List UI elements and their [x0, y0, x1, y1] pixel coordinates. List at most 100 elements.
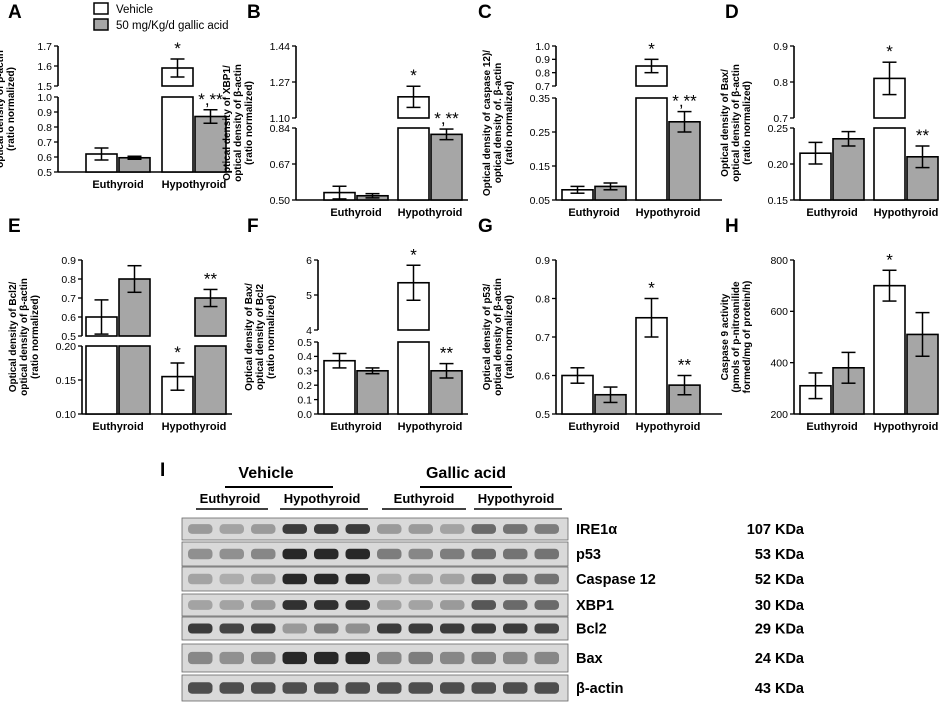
blot-band: [503, 524, 528, 534]
blot-band: [282, 682, 307, 694]
y-tick-label: 1.7: [37, 41, 52, 53]
y-tick-label: 1.10: [270, 113, 291, 125]
legend-swatch-vehicle: [93, 2, 109, 15]
blot-band: [345, 573, 370, 585]
blot-group-header: Vehicle: [238, 465, 293, 482]
bar-lower: [873, 127, 906, 201]
blot-band: [440, 682, 465, 694]
blot-subgroup-header: Hypothyroid: [284, 491, 361, 506]
blot-band: [534, 548, 559, 560]
bar-break: [118, 337, 151, 345]
blot-band: [314, 600, 339, 610]
blot-band: [219, 573, 244, 585]
blot-size-label: 30 KDa: [755, 598, 805, 614]
blot-band: [377, 600, 402, 610]
bar-lower: [194, 345, 227, 415]
chart-panel-h: 200 400 600 800 H Caspase 9 activity (pmols of…: [720, 216, 939, 433]
blot-band: [471, 573, 496, 585]
y-tick-label: 0.05: [530, 195, 551, 207]
blot-band: [471, 548, 496, 560]
blot-band: [188, 682, 213, 694]
legend-swatch-gallic: [93, 18, 109, 31]
significance-mark: *: [886, 42, 893, 61]
blot-band: [471, 623, 496, 634]
significance-mark: *,**: [672, 92, 697, 111]
blot-band: [251, 682, 276, 694]
y-axis-label: (ratio normalized): [244, 81, 255, 165]
significance-mark: **: [204, 269, 218, 288]
blot-subgroup-header: Euthyroid: [200, 491, 261, 506]
blot-band: [188, 600, 213, 610]
blot-band: [345, 651, 370, 665]
y-tick-label: 0.8: [535, 293, 550, 305]
blot-band: [534, 623, 559, 634]
blot-band: [282, 524, 307, 534]
significance-mark: *: [648, 39, 655, 58]
blot-band: [251, 651, 276, 665]
blot-band: [471, 651, 496, 665]
blot-band: [314, 524, 339, 534]
blot-band: [251, 548, 276, 560]
y-axis-label: (ratio normalized): [266, 295, 277, 379]
y-axis-label: Caspase 9 activity: [720, 293, 731, 380]
bar-upper: [873, 77, 906, 119]
bar-break: [85, 337, 118, 345]
blot-band: [188, 623, 213, 634]
blot-protein-label: IRE1α: [576, 522, 617, 538]
bar: [323, 359, 356, 415]
y-tick-label: 600: [770, 306, 788, 318]
y-tick-label: 0.5: [297, 337, 312, 349]
significance-mark: *: [886, 250, 893, 269]
y-axis-label: (ratio normalized): [504, 295, 515, 379]
y-tick-label: 1.0: [37, 92, 52, 104]
y-tick-label: 0.50: [270, 195, 291, 207]
blot-band: [251, 573, 276, 585]
blot-band: [377, 524, 402, 534]
y-tick-label: 0.9: [535, 255, 550, 267]
blot-band: [251, 623, 276, 634]
y-tick-label: 6: [306, 255, 312, 267]
significance-mark: *: [410, 66, 417, 85]
blot-band: [377, 651, 402, 665]
y-axis-label: optical density of. β-actin: [493, 63, 504, 184]
blot-band: [534, 682, 559, 694]
y-tick-label: 4: [306, 325, 312, 337]
y-tick-label: 800: [770, 255, 788, 267]
y-tick-label: 0.20: [56, 341, 77, 353]
blot-strip: [181, 517, 569, 541]
significance-mark: **: [916, 126, 930, 145]
bar: [668, 121, 701, 201]
significance-mark: **: [678, 356, 692, 375]
blot-band: [314, 682, 339, 694]
significance-mark: *: [648, 279, 655, 298]
blot-band: [314, 573, 339, 585]
blot-band: [534, 524, 559, 534]
blot-band: [345, 548, 370, 560]
y-axis-label: Optical density of Bax/: [244, 283, 255, 391]
y-axis-label: Optical density of XBP1/: [222, 65, 233, 181]
blot-strip: [181, 616, 569, 641]
blot-band: [314, 623, 339, 634]
y-tick-label: 200: [770, 409, 788, 421]
bar-lower: [118, 345, 151, 415]
blot-band: [471, 600, 496, 610]
y-tick-label: 0.9: [535, 54, 550, 66]
y-tick-label: 0.10: [56, 409, 77, 421]
bar: [832, 138, 865, 201]
y-tick-label: 0.6: [37, 152, 52, 164]
blot-band: [282, 600, 307, 610]
x-category-label: Hypothyroid: [874, 207, 939, 219]
bar-lower: [397, 341, 430, 415]
y-axis-label: (pmols of p-nitroanilide: [731, 281, 742, 393]
blot-band: [503, 623, 528, 634]
blot-band: [188, 548, 213, 560]
bar-break: [161, 87, 194, 96]
y-tick-label: 1.0: [535, 41, 550, 53]
y-tick-label: 0.8: [535, 67, 550, 79]
x-category-label: Euthyroid: [92, 179, 143, 191]
blot-band: [440, 651, 465, 665]
y-tick-label: 1.44: [270, 41, 291, 53]
panel-letter: B: [247, 2, 261, 23]
blot-band: [503, 682, 528, 694]
blot-band: [345, 524, 370, 534]
